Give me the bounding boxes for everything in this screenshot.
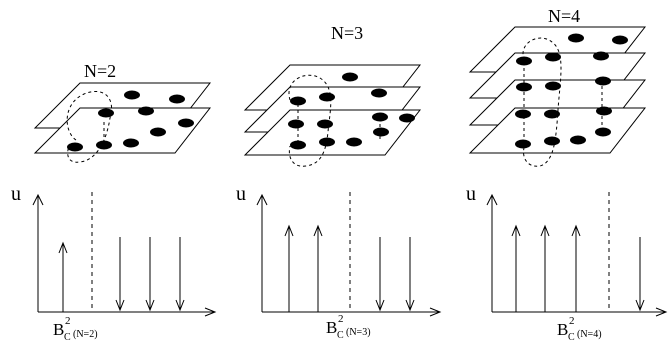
particle: [138, 106, 154, 116]
x-axis-arrowhead: [655, 307, 668, 317]
field-label: B 2 C (N=3): [326, 313, 371, 341]
y-axis-label: u: [11, 183, 21, 205]
panel-title: N=4: [548, 6, 580, 26]
layer-plane: [243, 109, 422, 156]
particle-group: [288, 72, 415, 150]
particle: [178, 118, 194, 128]
energy-plot: [256, 192, 442, 317]
particle: [570, 135, 586, 145]
panel-n4: N=4: [466, 6, 668, 343]
particle: [544, 136, 560, 146]
particle: [169, 94, 185, 104]
field-label-superscript: 2: [569, 315, 575, 327]
particle: [373, 127, 389, 137]
particle: [515, 109, 531, 119]
particle: [150, 127, 166, 137]
down-arrow-head: [115, 299, 125, 312]
field-label-superscript: 2: [65, 315, 71, 327]
y-axis-arrowhead: [256, 193, 268, 206]
particle: [595, 76, 611, 86]
panel-n3: N=3: [236, 23, 442, 341]
up-arrow-head: [313, 224, 323, 237]
particle: [612, 35, 628, 45]
particle: [67, 142, 83, 152]
layer-stack: [243, 64, 422, 167]
particle: [568, 33, 584, 43]
down-arrow-head: [635, 299, 645, 312]
panel-title: N=2: [84, 61, 116, 81]
y-axis-label: u: [466, 183, 476, 205]
particle: [593, 51, 609, 61]
up-arrow-head: [540, 224, 550, 237]
vortex-loop: [522, 37, 562, 167]
particle: [516, 56, 532, 66]
vortex-loop: [66, 91, 112, 163]
field-label-subscript: C: [64, 332, 71, 343]
field-label: B 2 C (N=4): [557, 315, 602, 343]
field-label-subscript: C: [337, 330, 344, 341]
energy-plot: [32, 192, 217, 317]
field-label-subscript: C: [568, 332, 575, 343]
up-arrow-head: [511, 224, 521, 237]
particle: [290, 140, 306, 150]
particle: [342, 72, 358, 82]
y-axis-arrowhead: [486, 193, 498, 206]
particle: [288, 119, 304, 129]
particle: [372, 112, 388, 122]
particle: [399, 113, 415, 123]
x-axis-arrowhead: [429, 307, 442, 317]
field-label-base: B: [53, 320, 64, 339]
particle: [319, 92, 335, 102]
particle: [516, 82, 532, 92]
particle-group: [67, 90, 194, 152]
field-label-tag: (N=3): [346, 327, 371, 338]
x-axis-arrowhead: [204, 307, 217, 317]
particle: [545, 81, 561, 91]
particle: [544, 109, 560, 119]
down-arrow-head: [145, 299, 155, 312]
particle: [123, 138, 139, 148]
up-arrow-head: [571, 224, 581, 237]
particle: [98, 108, 114, 118]
down-arrow-head: [405, 299, 415, 312]
field-label: B 2 C (N=2): [53, 315, 98, 343]
field-label-base: B: [557, 320, 568, 339]
field-label-base: B: [326, 318, 337, 337]
y-axis-arrowhead: [32, 193, 44, 206]
up-arrow-head: [284, 224, 294, 237]
particle: [319, 137, 335, 147]
particle: [290, 96, 306, 106]
layer-plane: [33, 107, 212, 154]
down-arrow-head: [175, 299, 185, 312]
particle: [371, 88, 387, 98]
particle: [545, 52, 561, 62]
particle: [596, 106, 612, 116]
layer-stack: [468, 26, 647, 167]
particle-group: [515, 33, 628, 149]
particle: [346, 137, 362, 147]
particle: [96, 140, 112, 150]
particle: [124, 90, 140, 100]
particle: [317, 119, 333, 129]
y-axis-label: u: [236, 183, 246, 205]
energy-plot: [486, 192, 668, 317]
down-arrow-head: [375, 299, 385, 312]
panel-title: N=3: [331, 23, 363, 43]
particle: [595, 127, 611, 137]
up-arrow-head: [58, 241, 68, 254]
panel-n2: N=2: [11, 61, 217, 343]
field-label-tag: (N=4): [577, 329, 602, 340]
layer-stack: [33, 82, 212, 163]
particle: [515, 139, 531, 149]
field-label-superscript: 2: [338, 313, 344, 325]
field-label-tag: (N=2): [73, 329, 98, 340]
